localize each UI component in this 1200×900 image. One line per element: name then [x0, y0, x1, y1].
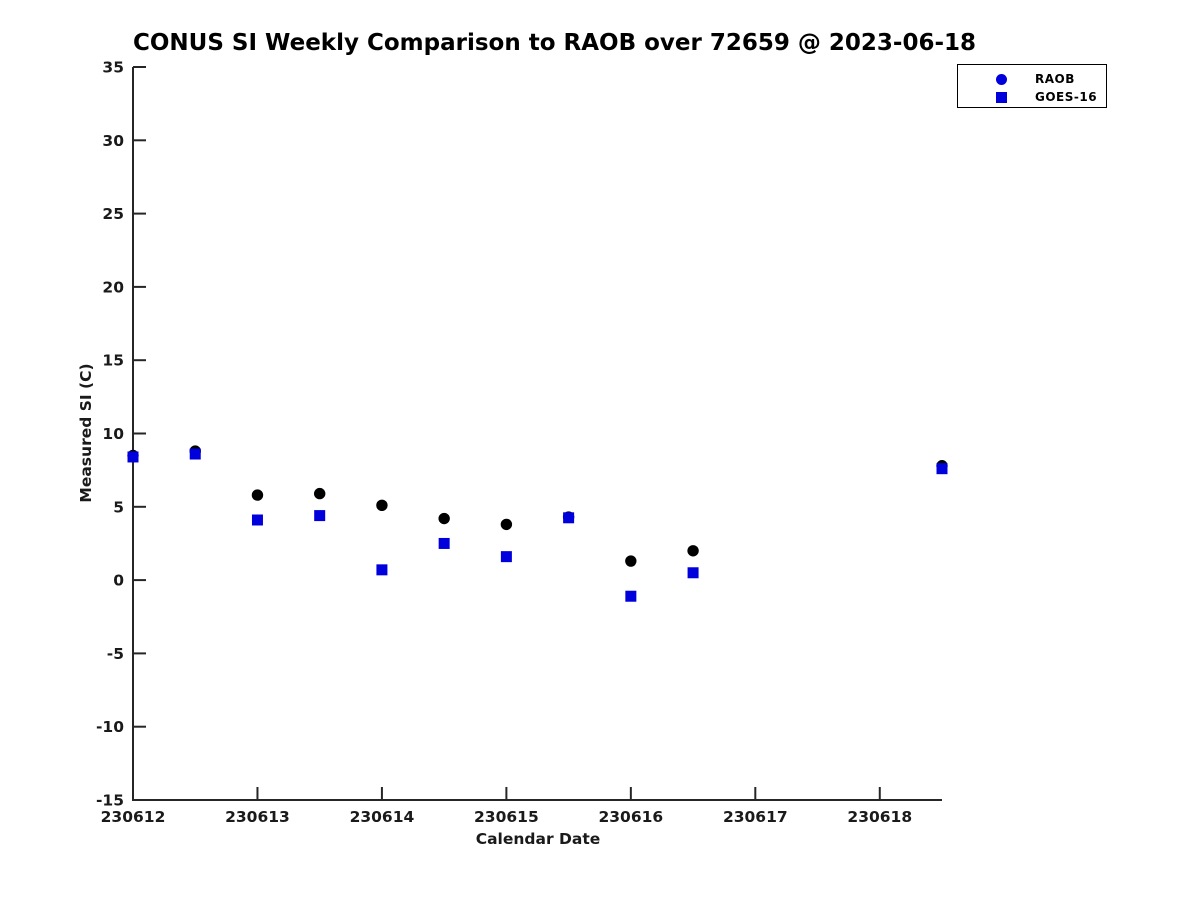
data-point-goes16 — [625, 590, 637, 602]
data-point-raob — [500, 518, 513, 531]
data-point-goes16 — [936, 463, 948, 475]
data-point-goes16 — [189, 448, 201, 460]
x-axis-tick-label: 230613 — [225, 808, 290, 826]
data-point-raob — [251, 489, 264, 501]
y-axis-tick-label: 20 — [102, 278, 124, 296]
data-point-goes16 — [563, 512, 575, 524]
y-axis-label: Measured SI (C) — [77, 363, 95, 503]
x-axis-tick-label: 230618 — [847, 808, 912, 826]
data-point-goes16 — [438, 537, 450, 549]
y-axis-tick-label: 0 — [113, 572, 124, 590]
data-point-goes16 — [376, 564, 388, 576]
data-point-goes16 — [127, 451, 139, 463]
x-axis-tick-label: 230615 — [474, 808, 539, 826]
legend-label-raob: RAOB — [1035, 72, 1075, 86]
legend-item-raob: RAOB — [958, 70, 1106, 88]
goes16-square-marker-icon — [996, 91, 1007, 103]
x-axis-tick-label: 230616 — [598, 808, 663, 826]
y-axis-tick-label: 25 — [102, 205, 124, 223]
data-point-goes16 — [251, 514, 263, 526]
x-axis-tick-label: 230614 — [350, 808, 415, 826]
axis-lines — [132, 67, 942, 801]
data-point-goes16 — [314, 510, 326, 522]
data-point-goes16 — [500, 551, 512, 563]
chart-title: CONUS SI Weekly Comparison to RAOB over … — [133, 30, 977, 56]
y-axis-tick-label: 10 — [102, 425, 124, 443]
x-axis-tick-label: 230617 — [723, 808, 788, 826]
x-axis-tick-label: 230612 — [101, 808, 166, 826]
x-axis-label: Calendar Date — [475, 830, 601, 848]
data-point-goes16 — [687, 567, 699, 579]
y-axis-tick-label: 35 — [102, 59, 124, 77]
legend: RAOB GOES-16 — [957, 64, 1107, 108]
data-point-raob — [625, 555, 637, 567]
data-point-raob — [687, 545, 699, 557]
y-axis-tick-label: -15 — [96, 792, 124, 810]
data-point-raob — [376, 499, 388, 512]
data-point-raob — [438, 512, 450, 525]
data-point-raob — [313, 487, 326, 500]
y-axis-tick-label: -5 — [107, 645, 124, 663]
y-axis-tick-label: 5 — [113, 498, 124, 516]
y-axis-tick-label: 15 — [102, 352, 124, 370]
y-axis-tick-label: 30 — [102, 132, 124, 150]
raob-circle-marker-icon — [996, 73, 1007, 85]
y-axis-tick-label: -10 — [96, 718, 124, 736]
legend-label-goes16: GOES-16 — [1035, 90, 1098, 104]
legend-item-goes16: GOES-16 — [958, 88, 1106, 106]
